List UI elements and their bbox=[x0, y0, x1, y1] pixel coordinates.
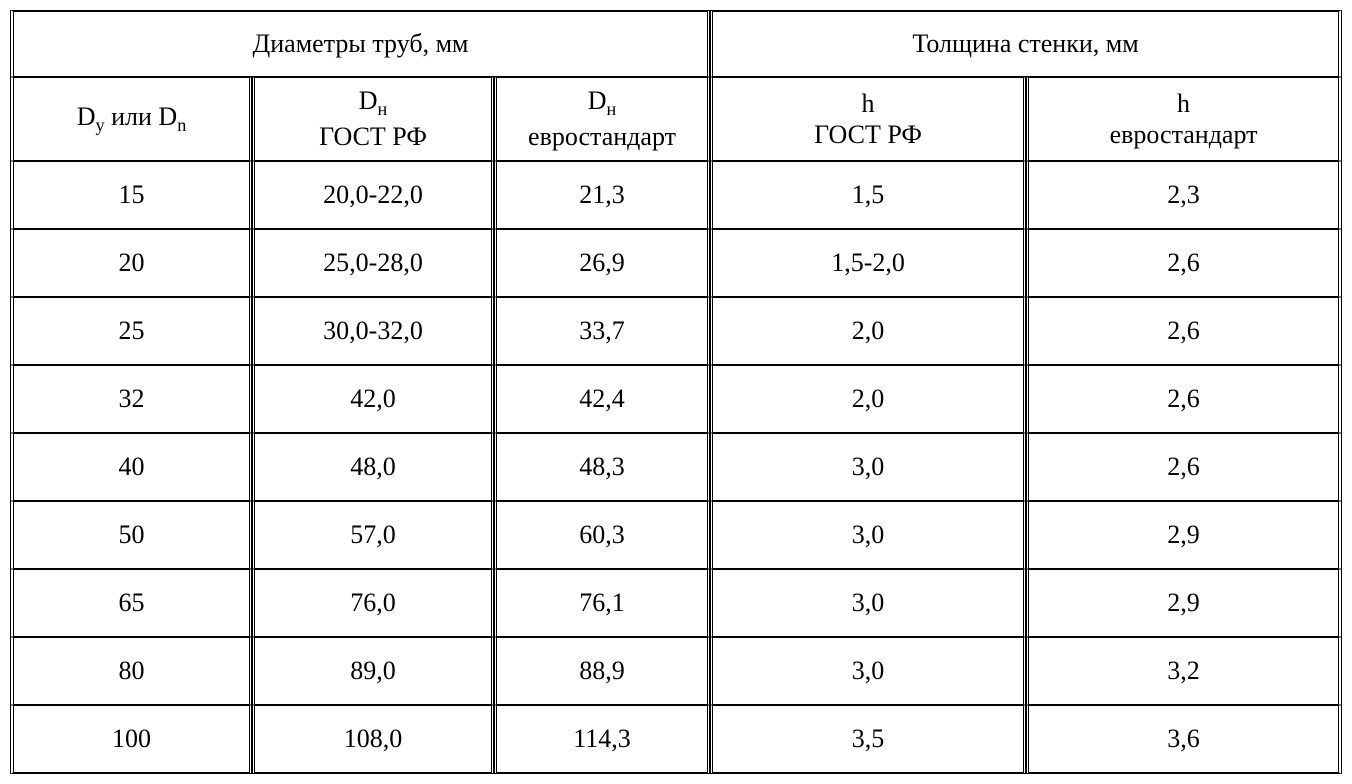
table-row: 1520,0-22,021,31,52,3 bbox=[10, 161, 1342, 229]
table-cell: 1,5 bbox=[710, 161, 1026, 229]
col-header-h-euro: hевростандарт bbox=[1026, 77, 1342, 161]
table-cell: 32 bbox=[10, 365, 252, 433]
table-cell: 3,6 bbox=[1026, 705, 1342, 774]
table-row: 100108,0114,33,53,6 bbox=[10, 705, 1342, 774]
col-header-dn-euro: Dневростандарт bbox=[494, 77, 710, 161]
table-row: 4048,048,33,02,6 bbox=[10, 433, 1342, 501]
header-group-diameters: Диаметры труб, мм bbox=[10, 10, 710, 77]
table-cell: 76,1 bbox=[494, 569, 710, 637]
table-cell: 2,6 bbox=[1026, 365, 1342, 433]
table-cell: 2,6 bbox=[1026, 297, 1342, 365]
table-row: 2025,0-28,026,91,5-2,02,6 bbox=[10, 229, 1342, 297]
header-group-thickness: Толщина стенки, мм bbox=[710, 10, 1342, 77]
table-row: 2530,0-32,033,72,02,6 bbox=[10, 297, 1342, 365]
col-header-h-gost: hГОСТ РФ bbox=[710, 77, 1026, 161]
table-cell: 42,0 bbox=[252, 365, 494, 433]
table-cell: 76,0 bbox=[252, 569, 494, 637]
table-cell: 42,4 bbox=[494, 365, 710, 433]
table-cell: 1,5-2,0 bbox=[710, 229, 1026, 297]
table-cell: 2,3 bbox=[1026, 161, 1342, 229]
table-cell: 2,6 bbox=[1026, 229, 1342, 297]
table-row: 6576,076,13,02,9 bbox=[10, 569, 1342, 637]
table-cell: 2,9 bbox=[1026, 569, 1342, 637]
pipe-dimensions-table: Диаметры труб, мм Толщина стенки, мм Dy … bbox=[10, 10, 1342, 774]
table-cell: 2,6 bbox=[1026, 433, 1342, 501]
table-cell: 3,0 bbox=[710, 637, 1026, 705]
table-cell: 2,0 bbox=[710, 297, 1026, 365]
table-cell: 3,2 bbox=[1026, 637, 1342, 705]
col-header-dn-gost: DнГОСТ РФ bbox=[252, 77, 494, 161]
table-cell: 60,3 bbox=[494, 501, 710, 569]
table-cell: 50 bbox=[10, 501, 252, 569]
table-cell: 3,0 bbox=[710, 433, 1026, 501]
table-body: 1520,0-22,021,31,52,32025,0-28,026,91,5-… bbox=[10, 161, 1342, 774]
table-cell: 65 bbox=[10, 569, 252, 637]
table-cell: 26,9 bbox=[494, 229, 710, 297]
table-row: 5057,060,33,02,9 bbox=[10, 501, 1342, 569]
table-cell: 3,0 bbox=[710, 501, 1026, 569]
col-header-dy: Dy или Dn bbox=[10, 77, 252, 161]
table-cell: 57,0 bbox=[252, 501, 494, 569]
table-cell: 21,3 bbox=[494, 161, 710, 229]
table-cell: 40 bbox=[10, 433, 252, 501]
table-row: 8089,088,93,03,2 bbox=[10, 637, 1342, 705]
table-cell: 48,3 bbox=[494, 433, 710, 501]
table-cell: 108,0 bbox=[252, 705, 494, 774]
table-cell: 88,9 bbox=[494, 637, 710, 705]
table-cell: 114,3 bbox=[494, 705, 710, 774]
table-row: 3242,042,42,02,6 bbox=[10, 365, 1342, 433]
table-cell: 2,9 bbox=[1026, 501, 1342, 569]
table-cell: 15 bbox=[10, 161, 252, 229]
table-cell: 2,0 bbox=[710, 365, 1026, 433]
table-cell: 25 bbox=[10, 297, 252, 365]
table-cell: 3,0 bbox=[710, 569, 1026, 637]
table-cell: 33,7 bbox=[494, 297, 710, 365]
table-cell: 20,0-22,0 bbox=[252, 161, 494, 229]
table-cell: 89,0 bbox=[252, 637, 494, 705]
table-cell: 30,0-32,0 bbox=[252, 297, 494, 365]
table-cell: 20 bbox=[10, 229, 252, 297]
table-cell: 3,5 bbox=[710, 705, 1026, 774]
table-cell: 25,0-28,0 bbox=[252, 229, 494, 297]
table-cell: 80 bbox=[10, 637, 252, 705]
table-cell: 100 bbox=[10, 705, 252, 774]
table-cell: 48,0 bbox=[252, 433, 494, 501]
